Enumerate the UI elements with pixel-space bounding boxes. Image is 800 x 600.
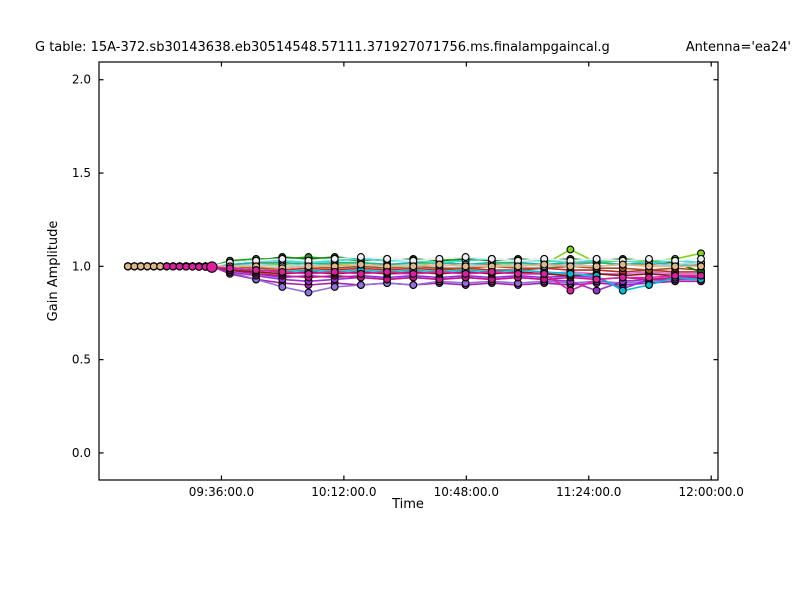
- x-tick-label: 09:36:00.0: [189, 485, 254, 499]
- data-point: [195, 262, 203, 271]
- data-point: [461, 253, 470, 261]
- data-point: [645, 254, 653, 263]
- y-tick-label: 2.0: [72, 73, 91, 87]
- data-point: [514, 262, 522, 271]
- data-point: [356, 281, 365, 289]
- data-point: [225, 264, 234, 273]
- data-point: [592, 275, 601, 284]
- data-point: [671, 271, 680, 280]
- data-point: [162, 262, 171, 271]
- data-point: [540, 269, 549, 278]
- x-axis-label: Time: [391, 497, 424, 512]
- data-point: [252, 266, 261, 275]
- data-point: [461, 269, 470, 278]
- data-point: [592, 286, 601, 295]
- data-point: [130, 262, 139, 271]
- data-point: [304, 262, 313, 271]
- data-point: [645, 262, 653, 271]
- data-point: [566, 262, 575, 271]
- data-point: [592, 254, 601, 263]
- y-tick-label: 1.5: [72, 166, 91, 180]
- data-point: [169, 262, 178, 271]
- data-point: [143, 262, 152, 271]
- data-point: [618, 273, 627, 282]
- series-layer: [123, 245, 705, 297]
- data-point: [618, 286, 627, 295]
- y-tick-label: 0.0: [72, 446, 91, 460]
- data-point: [304, 269, 313, 278]
- data-point: [156, 262, 165, 271]
- data-point: [566, 245, 575, 254]
- data-point: [278, 267, 287, 276]
- data-point: [461, 262, 470, 271]
- data-point: [645, 273, 653, 282]
- y-tick-label: 1.0: [72, 259, 91, 273]
- data-point: [487, 254, 496, 263]
- data-point: [697, 262, 705, 271]
- data-point: [592, 262, 601, 271]
- data-point: [278, 282, 287, 291]
- x-tick-label: 12:00:00.0: [679, 485, 744, 499]
- data-point: [514, 269, 522, 278]
- data-point: [383, 267, 392, 276]
- data-point: [566, 269, 575, 278]
- data-point: [618, 260, 627, 269]
- data-point: [487, 267, 496, 276]
- plot-title: G table: 15A-372.sb30143638.eb30514548.5…: [35, 40, 610, 55]
- x-tick-label: 11:24:00.0: [556, 485, 621, 499]
- antenna-annotation: Antenna='ea24': [686, 40, 791, 55]
- data-point: [330, 282, 339, 291]
- data-point: [540, 260, 549, 269]
- data-point: [409, 262, 418, 271]
- data-point: [435, 260, 444, 269]
- data-point: [136, 262, 145, 271]
- y-tick-label: 0.5: [72, 353, 91, 367]
- data-point: [435, 267, 444, 276]
- y-axis-label: Gain Amplitude: [46, 221, 61, 322]
- data-point: [206, 261, 218, 273]
- data-point: [566, 286, 575, 295]
- x-tick-label: 10:12:00.0: [311, 485, 376, 499]
- data-point: [356, 260, 365, 269]
- data-point: [149, 262, 158, 271]
- x-tick-label: 10:48:00.0: [434, 485, 499, 499]
- data-point: [278, 254, 287, 263]
- data-point: [330, 267, 339, 276]
- data-point: [188, 262, 197, 271]
- data-point: [356, 269, 365, 278]
- data-point: [182, 262, 191, 271]
- data-point: [304, 288, 313, 297]
- data-point: [645, 281, 653, 289]
- data-point: [123, 262, 132, 271]
- data-point: [356, 253, 365, 261]
- data-point: [175, 262, 184, 271]
- series-magenta: [162, 261, 705, 295]
- data-point: [697, 271, 705, 280]
- data-point: [409, 269, 418, 278]
- data-point: [330, 254, 339, 263]
- axes-box: [98, 61, 719, 481]
- data-point: [671, 262, 680, 271]
- data-point: [697, 254, 705, 263]
- axes-layer: 09:36:00.0 10:12:00.0 10:48:00.0 11:24:00.0…: [72, 61, 744, 499]
- data-point: [409, 281, 418, 289]
- data-point: [383, 254, 392, 263]
